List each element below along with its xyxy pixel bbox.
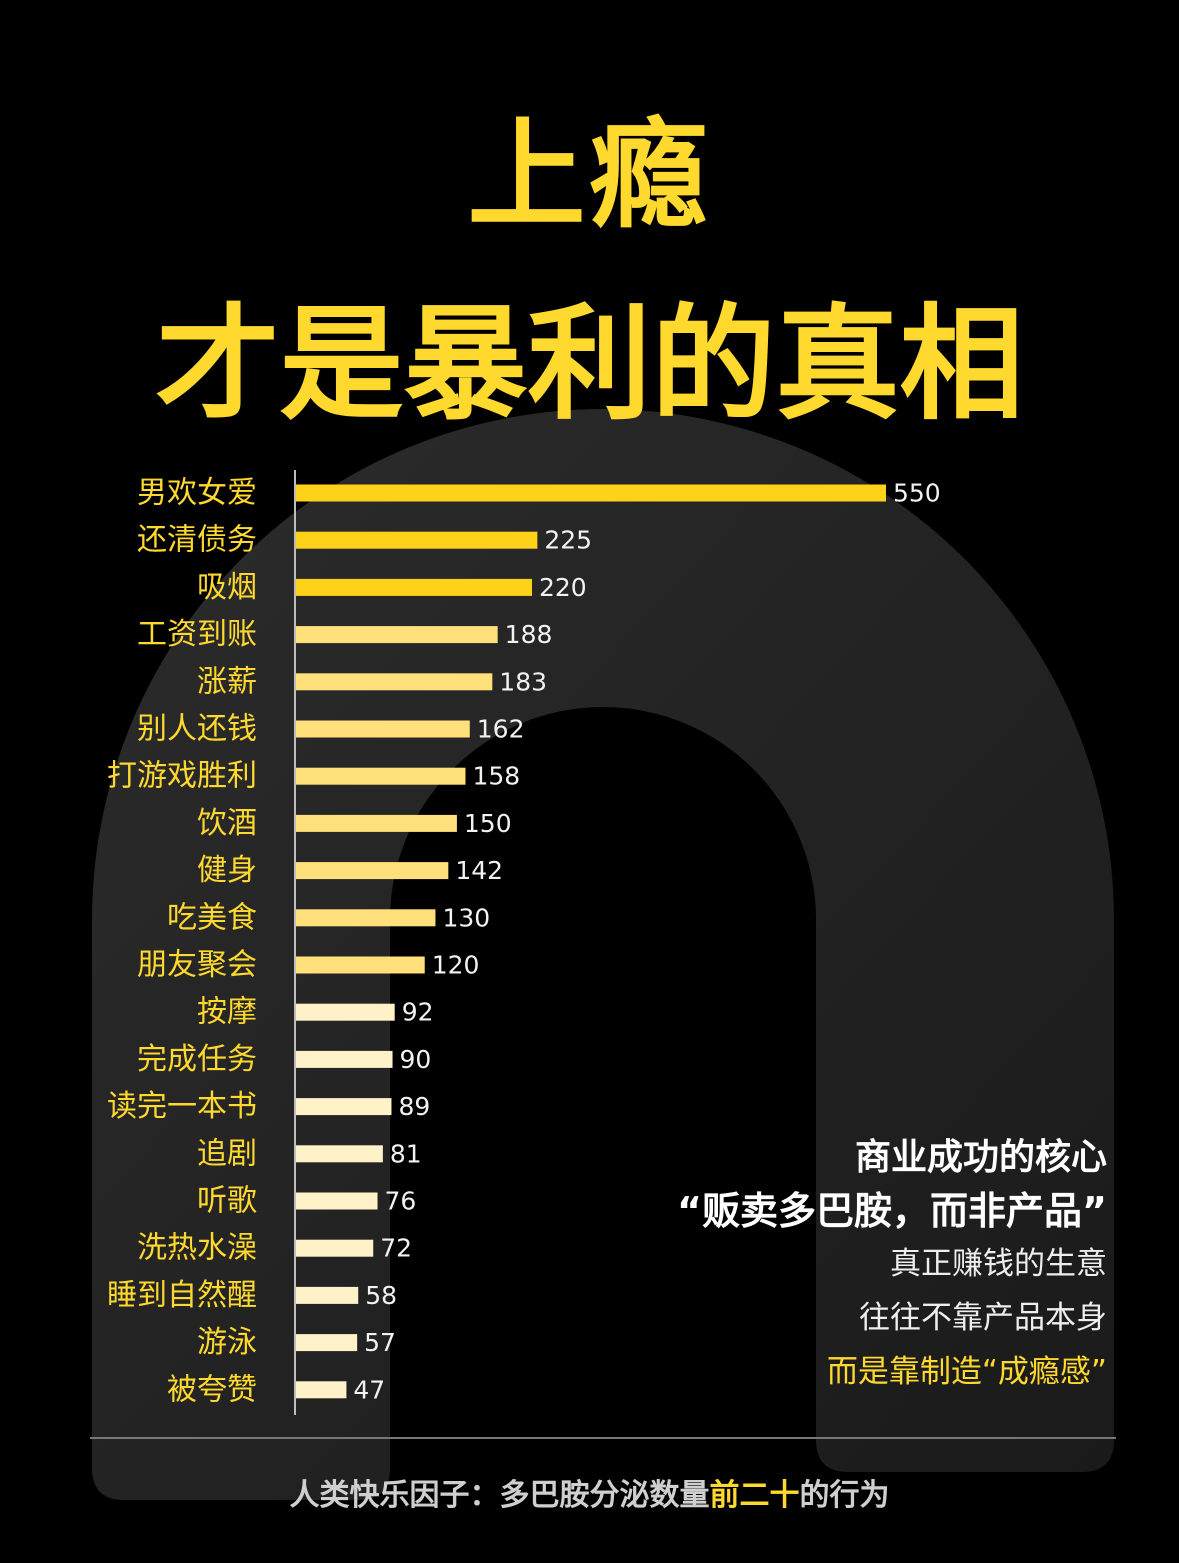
value-label: 130: [442, 903, 490, 932]
value-label: 57: [364, 1328, 396, 1357]
footer-prefix: 人类快乐因子：多巴胺分泌数量: [289, 1478, 710, 1513]
category-label: 读完一本书: [107, 1089, 257, 1124]
bar: [296, 909, 436, 927]
bar: [296, 1098, 392, 1116]
footer-highlight: 前二十: [709, 1478, 800, 1513]
category-label: 男欢女爱: [137, 476, 257, 511]
value-label: 76: [385, 1187, 417, 1216]
value-label: 81: [390, 1139, 422, 1168]
bar: [296, 1050, 393, 1068]
side-text-heading: 商业成功的核心: [854, 1137, 1107, 1178]
bar: [296, 1381, 347, 1399]
value-label: 183: [499, 667, 547, 696]
bar: [296, 1334, 358, 1352]
category-label: 别人还钱: [137, 712, 257, 747]
footer-divider: [90, 1437, 1116, 1439]
value-label: 158: [472, 762, 520, 791]
bar: [296, 531, 538, 549]
bar: [296, 626, 498, 644]
category-label: 听歌: [197, 1184, 257, 1219]
bar: [296, 720, 470, 738]
category-label: 按摩: [197, 995, 257, 1030]
value-label: 142: [455, 856, 503, 885]
category-label: 朋友聚会: [137, 948, 257, 983]
category-label: 饮酒: [197, 806, 257, 841]
footer-caption: 人类快乐因子：多巴胺分泌数量前二十的行为: [0, 1470, 1179, 1514]
value-label: 150: [464, 809, 512, 838]
bar: [296, 862, 449, 880]
value-label: 120: [432, 951, 480, 980]
category-label: 吃美食: [167, 900, 257, 935]
category-label: 被夸赞: [167, 1372, 257, 1407]
category-label: 工资到账: [137, 617, 257, 652]
bar: [296, 484, 886, 502]
side-text-quote: “贩卖多巴胺，而非产品”: [677, 1189, 1107, 1233]
bar: [296, 956, 425, 974]
value-label: 72: [380, 1234, 412, 1263]
footer-suffix: 的行为: [799, 1478, 890, 1513]
category-label: 睡到自然醒: [107, 1278, 257, 1313]
bar: [296, 1003, 395, 1021]
bar: [296, 1239, 374, 1257]
value-label: 89: [398, 1092, 430, 1121]
category-label: 洗热水澡: [137, 1231, 257, 1266]
value-label: 58: [365, 1281, 397, 1310]
bar: [296, 673, 493, 691]
value-label: 47: [353, 1375, 385, 1404]
value-label: 225: [544, 526, 592, 555]
bar: [296, 1286, 359, 1304]
title-line-2: 才是暴利的真相: [155, 293, 1024, 437]
value-label: 550: [893, 479, 941, 508]
value-label: 92: [402, 998, 434, 1027]
value-label: 220: [539, 573, 587, 602]
bar: [296, 1192, 378, 1210]
category-label: 游泳: [197, 1325, 257, 1360]
dopamine-bar-chart: 男欢女爱 550 还清债务 225 吸烟 220 工资到账 188 涨薪 183 别人还钱 162 打游…: [107, 470, 941, 1415]
category-label: 健身: [197, 853, 257, 888]
side-text-line-3: 真正赚钱的生意: [890, 1246, 1107, 1282]
category-label: 完成任务: [137, 1042, 257, 1077]
bar: [296, 814, 457, 832]
title-line-1: 上瘾: [467, 106, 712, 244]
category-label: 吸烟: [197, 570, 257, 605]
side-text-line-4: 往往不靠产品本身: [859, 1300, 1107, 1336]
category-label: 打游戏胜利: [107, 759, 257, 794]
category-label: 还清债务: [137, 523, 257, 558]
value-label: 162: [477, 715, 525, 744]
side-text-highlight: 而是靠制造“成瘾感”: [826, 1354, 1107, 1390]
bar: [296, 767, 466, 785]
category-label: 追剧: [197, 1136, 257, 1171]
bar: [296, 578, 532, 596]
category-label: 涨薪: [197, 664, 257, 699]
value-label: 90: [400, 1045, 432, 1074]
bar: [296, 1145, 383, 1163]
value-label: 188: [505, 620, 553, 649]
